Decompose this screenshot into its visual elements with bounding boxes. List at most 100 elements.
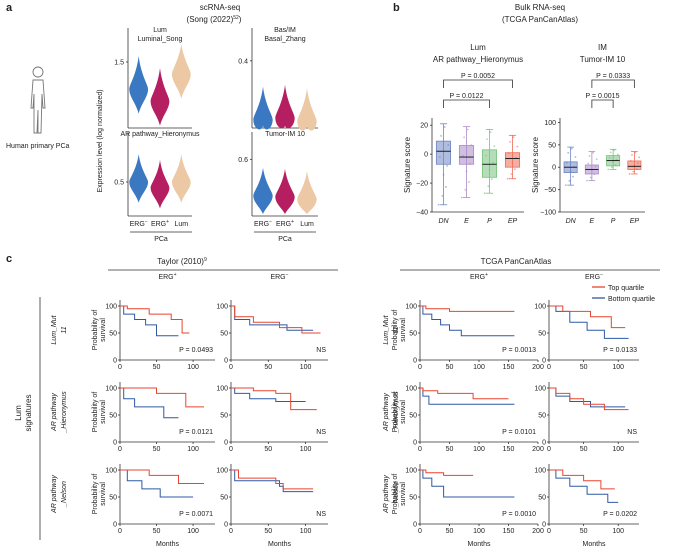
panel-label-b: b [393,2,400,14]
violin-shape [253,167,273,214]
km-top-quartile-curve [420,387,509,400]
box-ytick-label: 0 [424,152,428,159]
violin-shape [297,171,317,214]
km-xtick-label: 50 [446,528,454,535]
km-column-header-sup: + [485,272,488,278]
km-column-header-sup: − [286,272,289,278]
km-ytick-label: 100 [534,468,546,475]
km-xtick-label: 100 [473,528,485,535]
km-bottom-quartile-curve [120,305,179,337]
km-ytick-label: 50 [409,495,417,502]
violin-x-tick-text: ERG [276,221,291,228]
km-row-label: Lum_Mut [51,314,58,344]
box-point [440,135,442,137]
km-ylabel: survival [400,482,407,506]
km-ylabel: Probability of [392,474,399,515]
panel-label-a: a [6,2,13,14]
km-p-value: P = 0.0121 [179,429,213,436]
box-point [491,178,493,181]
box-point [567,151,570,154]
box-point [609,151,612,154]
violin-title: Tumor-IM 10 [265,131,305,138]
km-bottom-quartile-curve [231,387,306,402]
violin-subtitle: Luminal_Song [138,36,183,43]
km-ytick-label: 50 [409,331,417,338]
box-point [465,170,468,173]
km-p-value: P = 0.0010 [502,511,536,518]
km-xtick-label: 0 [547,364,551,371]
km-row-label: 11 [393,326,400,333]
km-ytick-label: 100 [105,304,117,311]
km-row-label: AR pathway [383,475,390,514]
km-ytick-label: 50 [109,495,117,502]
km-column-header: ERG− [585,272,603,281]
violin-x-tick-label: Lum [175,221,189,228]
km-ytick-label: 50 [538,331,546,338]
panel-b-header-1: Bulk RNA-seq [515,3,565,12]
cohort-taylor: Taylor (2010)9 [157,257,207,266]
km-legend: Top quartile Bottom quartile [592,285,655,303]
km-ytick-label: 0 [224,440,228,447]
box-point [466,128,469,131]
box-point [510,173,513,175]
km-ytick-label: 100 [216,468,228,475]
km-row-label: AR pathway [383,393,390,432]
violin-x-tick-label: ERG− [130,219,148,228]
km-xtick-label: 0 [229,446,233,453]
significance-p-value: P = 0.0333 [596,73,630,80]
km-xtick-label: 50 [264,528,272,535]
km-p-value: NS [627,429,637,436]
km-top-quartile-curve [420,305,515,312]
km-xtick-label: 50 [580,364,588,371]
box-ytick-label: 20 [420,123,428,130]
box-category-label: EP [630,218,640,225]
box-point [516,145,519,148]
km-ytick-label: 0 [224,358,228,365]
km-ylabel: survival [400,400,407,424]
km-ytick-label: 0 [113,440,117,447]
km-xtick-label: 0 [118,528,122,535]
km-xtick-label: 50 [153,528,161,535]
violin-shape [129,154,149,203]
km-xlabel: Months [268,541,291,548]
box-point [589,176,592,179]
box-category-label: P [487,218,492,225]
violin-x-tick-text: ERG [130,221,145,228]
km-ytick-label: 0 [413,440,417,447]
legend-top-label: Top quartile [608,285,644,292]
km-xtick-label: 0 [118,364,122,371]
box-point [506,177,509,180]
km-top-quartile-curve [120,469,204,484]
box-point [595,158,598,161]
violin-ytick-label: 0.5 [114,180,124,187]
violin-ytick-label: 0.4 [238,58,248,65]
km-top-quartile-curve [231,469,314,490]
violin-x-tick-text: ERG [254,221,269,228]
km-bottom-quartile-curve [120,469,194,498]
km-ytick-label: 50 [538,413,546,420]
km-xtick-label: 100 [612,446,624,453]
km-xtick-label: 100 [473,446,485,453]
box-category-label: E [590,218,595,225]
violin-shape [275,169,295,214]
km-bottom-quartile-curve [420,305,515,337]
km-xtick-label: 150 [503,528,515,535]
violin-shape [150,159,170,209]
km-ytick-label: 0 [542,522,546,529]
km-row-label: _Nelson [61,481,68,508]
km-ytick-label: 100 [405,386,417,393]
violin-x-tick-label: Lum [300,221,314,228]
km-xtick-label: 50 [153,446,161,453]
violin-title: AR pathway_Hieronymus [121,131,200,138]
km-xtick-label: 100 [187,364,199,371]
km-top-quartile-curve [120,305,190,334]
significance-bracket [443,79,513,88]
km-ylabel: Probability of [92,392,99,433]
km-row-label: _Nelson [393,481,400,508]
box-point [437,203,440,206]
box-point [592,151,594,154]
panel-label-c: c [6,253,12,265]
km-ytick-label: 0 [224,522,228,529]
panel-a-header-1: scRNA-seq [200,3,240,12]
km-ytick-label: 0 [413,522,417,529]
